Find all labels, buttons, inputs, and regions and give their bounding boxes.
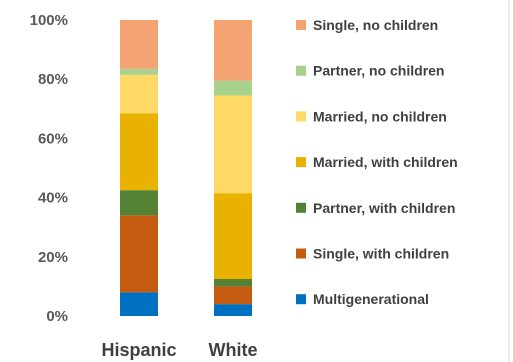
bar-segment bbox=[214, 286, 252, 305]
legend-label: Married, with children bbox=[313, 154, 458, 170]
x-axis: Hispanic White bbox=[101, 340, 257, 360]
y-tick-label: 80% bbox=[38, 71, 68, 88]
bar-segment bbox=[214, 95, 252, 194]
bar-segment bbox=[120, 190, 158, 216]
legend-label: Partner, no children bbox=[313, 63, 444, 79]
legend-label: Single, no children bbox=[313, 17, 438, 33]
legend-swatch bbox=[296, 248, 306, 259]
legend-label: Partner, with children bbox=[313, 200, 455, 216]
bar-segment bbox=[120, 215, 158, 293]
legend-swatch bbox=[296, 111, 306, 122]
bar-segment bbox=[120, 113, 158, 191]
category-label: Hispanic bbox=[101, 340, 176, 360]
legend-swatch bbox=[296, 20, 306, 30]
y-tick-label: 60% bbox=[38, 130, 68, 147]
y-axis: 0% 20% 40% 60% 80% 100% bbox=[30, 12, 68, 325]
legend: Single, no children Partner, no children M… bbox=[296, 17, 458, 307]
category-label: White bbox=[209, 340, 258, 360]
y-tick-label: 0% bbox=[46, 308, 68, 325]
y-tick-label: 40% bbox=[38, 190, 68, 207]
bar-segment bbox=[214, 193, 252, 279]
legend-swatch bbox=[296, 65, 306, 76]
legend-swatch bbox=[296, 157, 306, 168]
bar-segment bbox=[214, 279, 252, 287]
legend-label: Married, no children bbox=[313, 108, 447, 124]
y-tick-label: 100% bbox=[30, 12, 68, 29]
bar-segment bbox=[120, 68, 158, 75]
bar-segment bbox=[120, 292, 158, 316]
bar-segment bbox=[120, 74, 158, 114]
legend-swatch bbox=[296, 202, 306, 213]
legend-label: Single, with children bbox=[313, 246, 449, 262]
bar-segment bbox=[120, 20, 158, 69]
legend-label: Multigenerational bbox=[313, 291, 429, 307]
bar-segment bbox=[214, 80, 252, 96]
bars bbox=[120, 20, 252, 316]
bar-segment bbox=[214, 20, 252, 81]
y-tick-label: 20% bbox=[38, 249, 68, 266]
bar-segment bbox=[214, 304, 252, 316]
legend-swatch bbox=[296, 294, 306, 305]
